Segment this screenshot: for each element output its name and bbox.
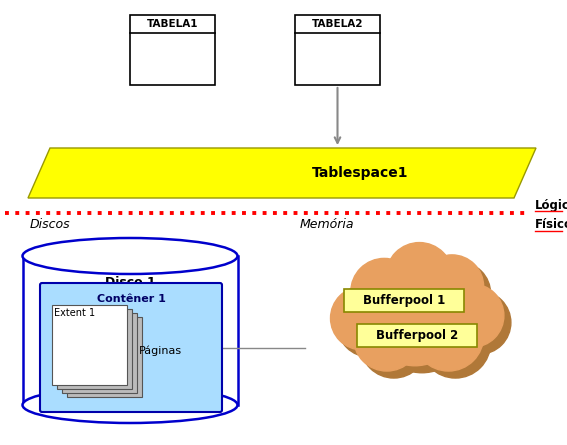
Text: Lógico: Lógico (535, 198, 567, 211)
Circle shape (420, 307, 490, 378)
Polygon shape (295, 15, 380, 85)
Text: Contêner 1: Contêner 1 (96, 294, 166, 304)
Polygon shape (57, 309, 132, 389)
Circle shape (387, 283, 457, 353)
Polygon shape (67, 317, 142, 397)
Circle shape (447, 291, 511, 354)
Text: Físico: Físico (535, 218, 567, 231)
Text: TABELA1: TABELA1 (147, 19, 198, 29)
Text: Disco 1: Disco 1 (105, 276, 155, 290)
FancyBboxPatch shape (357, 324, 477, 347)
Polygon shape (23, 256, 238, 405)
Polygon shape (52, 305, 127, 385)
Circle shape (351, 259, 418, 325)
Text: Bufferpool 2: Bufferpool 2 (376, 329, 458, 342)
Circle shape (353, 304, 420, 371)
Ellipse shape (23, 387, 238, 423)
Polygon shape (28, 148, 536, 198)
Text: Discos: Discos (30, 218, 71, 231)
FancyBboxPatch shape (40, 283, 222, 412)
Ellipse shape (23, 238, 238, 274)
Polygon shape (62, 313, 137, 393)
Circle shape (441, 284, 504, 347)
Circle shape (393, 250, 460, 316)
Circle shape (337, 294, 401, 357)
Circle shape (386, 243, 453, 309)
Circle shape (378, 274, 452, 348)
Circle shape (358, 265, 425, 332)
FancyBboxPatch shape (344, 289, 464, 312)
Circle shape (413, 301, 484, 371)
Text: TABELA2: TABELA2 (312, 19, 363, 29)
Circle shape (369, 274, 461, 366)
Text: Páginas: Páginas (139, 346, 182, 356)
Text: Bufferpool 1: Bufferpool 1 (363, 294, 445, 307)
Circle shape (376, 281, 468, 373)
Text: Tablespace1: Tablespace1 (312, 166, 408, 180)
Circle shape (331, 287, 394, 350)
Circle shape (420, 255, 484, 318)
Text: Memória: Memória (300, 218, 354, 231)
Text: Extent 1: Extent 1 (54, 308, 95, 318)
Circle shape (361, 311, 428, 378)
Polygon shape (130, 15, 215, 85)
Circle shape (428, 262, 490, 325)
